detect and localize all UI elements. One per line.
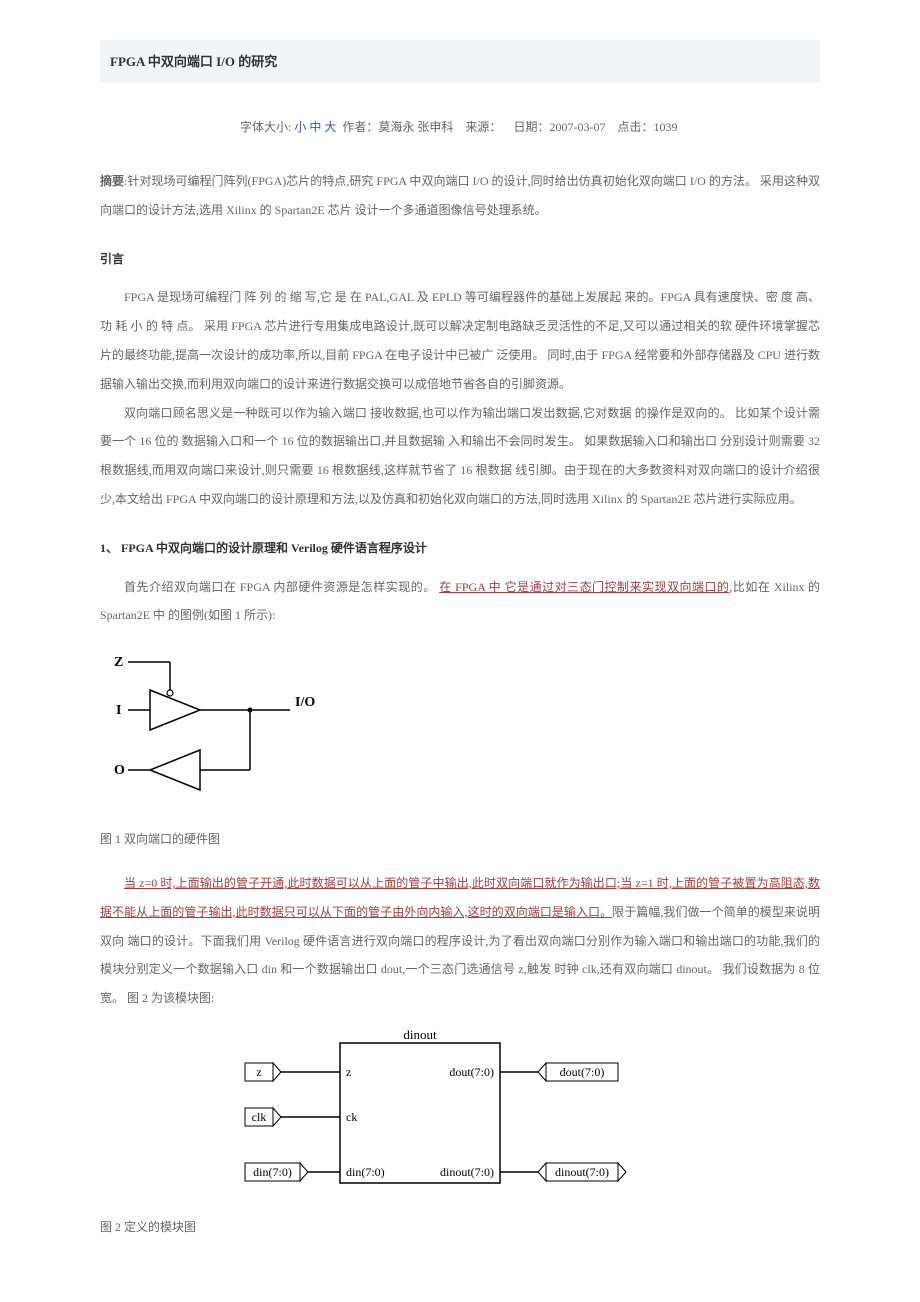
sec1p2b: 限于篇幅,我们做一个简单的模型来说明双向 端口的设计。下面我们用 Verilog… [100, 905, 820, 1005]
page-title: FPGA 中双向端口 I/O 的研究 [110, 46, 810, 77]
sec1p1b-underline: 在 FPGA 中 它是通过对三态门控制来实现双向端口的, [439, 580, 732, 594]
figure-1-caption: 图 1 双向端口的硬件图 [100, 825, 820, 854]
svg-text:z: z [256, 1065, 261, 1079]
intro-para-2: 双向端口顾名思义是一种既可以作为输入端口 接收数据,也可以作为输出端口发出数据,… [100, 399, 820, 514]
figure-2-caption: 图 2 定义的模块图 [100, 1213, 820, 1242]
date-value: 2007-03-07 [549, 120, 605, 134]
author-label: 作者： [342, 120, 378, 134]
svg-text:Z: Z [114, 655, 123, 670]
svg-text:din(7:0): din(7:0) [346, 1165, 385, 1179]
abstract-text: :针对现场可编程门阵列(FPGA)芯片的特点,研究 FPGA 中双向端口 I/O… [100, 174, 820, 217]
title-bar: FPGA 中双向端口 I/O 的研究 [100, 40, 820, 83]
abstract: 摘要:针对现场可编程门阵列(FPGA)芯片的特点,研究 FPGA 中双向端口 I… [100, 167, 820, 225]
section-1-heading: 1、 FPGA 中双向端口的设计原理和 Verilog 硬件语言程序设计 [100, 534, 820, 563]
hits-label: 点击： [617, 120, 653, 134]
svg-text:dout(7:0): dout(7:0) [560, 1065, 605, 1079]
svg-text:I: I [116, 703, 121, 718]
svg-text:dinout: dinout [403, 1027, 437, 1042]
sec1p1a: 首先介绍双向端口在 FPGA 内部硬件资源是怎样实现的。 [124, 580, 436, 594]
font-size-large[interactable]: 大 [324, 120, 336, 134]
svg-text:din(7:0): din(7:0) [253, 1165, 292, 1179]
figure-1-svg: Z I O I/O [100, 640, 330, 810]
figure-2-svg: dinout z z clk ck din(7:0) din(7:0) dout(7:0) do… [220, 1023, 640, 1198]
intro-para-1: FPGA 是现场可编程门 阵 列 的 缩 写,它 是 在 PAL,GAL 及 E… [100, 283, 820, 398]
svg-text:clk: clk [252, 1110, 267, 1124]
svg-text:I/O: I/O [295, 695, 315, 710]
svg-text:ck: ck [346, 1110, 357, 1124]
svg-text:dinout(7:0): dinout(7:0) [440, 1165, 494, 1179]
font-size-mid[interactable]: 中 [309, 120, 321, 134]
meta-line: 字体大小: 小 中 大 作者：莫海永 张申科 来源： 日期：2007-03-07… [100, 113, 820, 142]
svg-text:dinout(7:0): dinout(7:0) [555, 1165, 609, 1179]
abstract-label: 摘要 [100, 174, 124, 188]
figure-2: dinout z z clk ck din(7:0) din(7:0) dout(7:0) do… [220, 1023, 820, 1198]
section-1-para-2: 当 z=0 时,上面输出的管子开通,此时数据可以从上面的管子中输出,此时双向端口… [100, 869, 820, 1013]
svg-text:z: z [346, 1065, 351, 1079]
hits-value: 1039 [653, 120, 677, 134]
source-label: 来源： [465, 120, 501, 134]
font-size-small[interactable]: 小 [294, 120, 306, 134]
intro-heading: 引言 [100, 245, 820, 274]
svg-text:dout(7:0): dout(7:0) [449, 1065, 494, 1079]
svg-text:O: O [114, 763, 125, 778]
date-label: 日期： [513, 120, 549, 134]
font-size-label: 字体大小: [240, 120, 291, 134]
section-1-para-1: 首先介绍双向端口在 FPGA 内部硬件资源是怎样实现的。 在 FPGA 中 它是… [100, 573, 820, 631]
figure-1: Z I O I/O [100, 640, 820, 810]
author-value: 莫海永 张申科 [378, 120, 453, 134]
